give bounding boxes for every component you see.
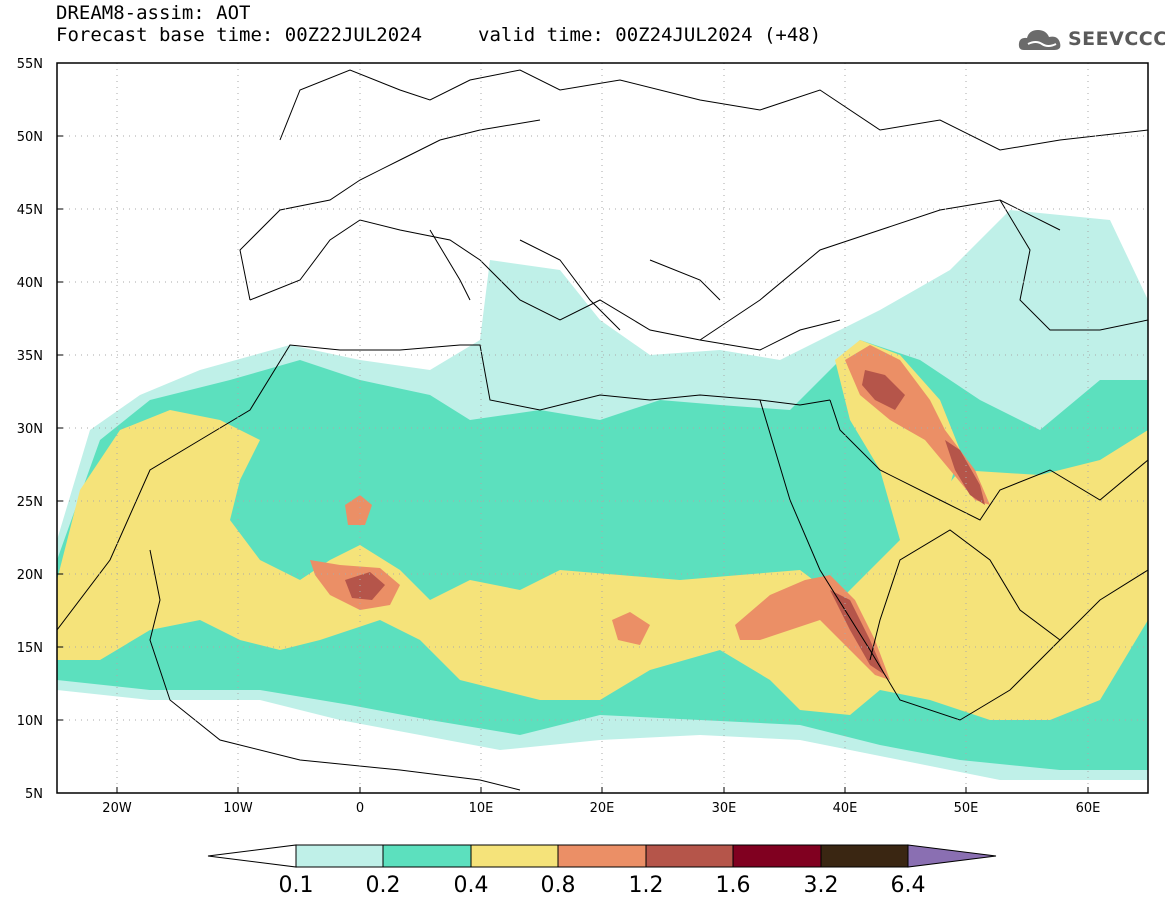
lat-label: 45N [17, 203, 43, 218]
aot-band-0.8-sudan [735, 575, 890, 680]
colorbar-cell [732, 844, 822, 868]
lon-label: 40E [833, 801, 858, 816]
colorbar-label: 1.2 [629, 873, 664, 898]
colorbar [207, 844, 997, 868]
colorbar-cell [382, 844, 472, 868]
lat-label: 55N [17, 57, 43, 72]
lon-label: 60E [1076, 801, 1101, 816]
colorbar-over-arrow [907, 844, 997, 868]
colorbar-label: 6.4 [891, 873, 926, 898]
lat-label: 5N [25, 787, 43, 802]
lat-label: 10N [17, 714, 43, 729]
coastlines [57, 69, 1148, 791]
lat-label: 40N [17, 276, 43, 291]
lon-label: 20E [590, 801, 615, 816]
axis-ticks [57, 62, 1089, 794]
colorbar-cell [557, 844, 647, 868]
lon-label: 0 [356, 801, 364, 816]
lat-label: 35N [17, 349, 43, 364]
lon-label: 10W [223, 801, 253, 816]
colorbar-cell [645, 844, 734, 868]
lon-label: 10E [469, 801, 494, 816]
base-time-label: Forecast base time: 00Z22JUL2024 [56, 24, 423, 46]
logo-text: SEEVCCC [1068, 28, 1165, 50]
colorbar-cell [295, 844, 384, 868]
lon-label: 30E [712, 801, 737, 816]
aot-band-1.2-sahara [345, 572, 385, 600]
valid-time-label: valid time: 00Z24JUL2024 (+48) [478, 24, 822, 46]
lat-label: 25N [17, 495, 43, 510]
lat-label: 20N [17, 568, 43, 583]
seevccc-logo: SEEVCCC [1016, 22, 1165, 58]
aot-band-1.2-iraq [862, 370, 905, 410]
colorbar-label: 0.4 [454, 873, 489, 898]
lat-label: 50N [17, 130, 43, 145]
aot-band-0.8-chad [612, 612, 650, 645]
lon-label: 20W [102, 801, 132, 816]
colorbar-label: 1.6 [716, 873, 751, 898]
colorbar-under-arrow [207, 844, 297, 868]
aot-band-1.2-gulf [945, 440, 985, 505]
aot-band-0.8-niger [345, 495, 372, 525]
cloud-icon [1018, 30, 1061, 50]
colorbar-label: 0.8 [541, 873, 576, 898]
colorbar-label: 0.2 [366, 873, 401, 898]
colorbar-label: 3.2 [804, 873, 839, 898]
colorbar-label: 0.1 [279, 873, 314, 898]
lat-label: 30N [17, 422, 43, 437]
lat-label: 15N [17, 641, 43, 656]
lon-label: 50E [954, 801, 979, 816]
model-title: DREAM8-assim: AOT [56, 2, 251, 24]
colorbar-cell [470, 844, 559, 868]
colorbar-cell [820, 844, 909, 868]
